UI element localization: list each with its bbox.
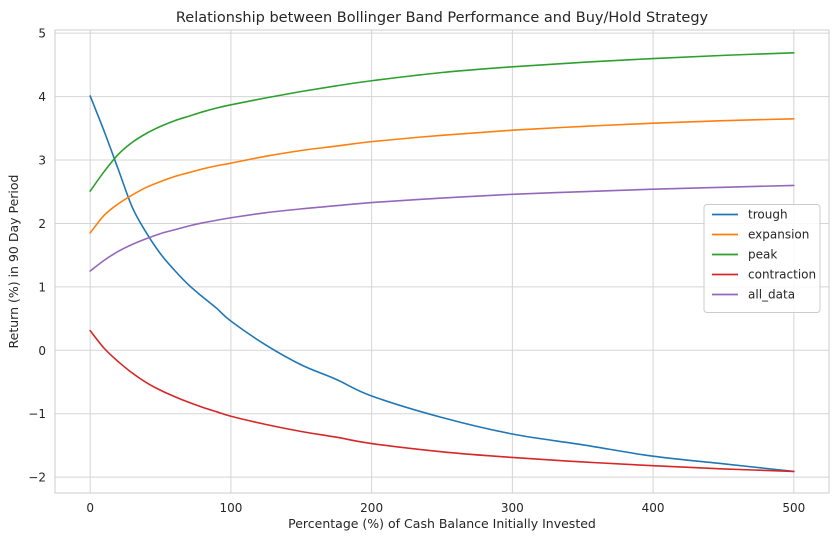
y-tick-label: 3 [38, 154, 46, 168]
legend-label: contraction [748, 268, 816, 282]
y-tick-label: 4 [38, 90, 46, 104]
series-line-peak [89, 52, 795, 192]
legend-label: trough [748, 208, 788, 222]
x-tick-label: 500 [782, 501, 805, 515]
y-axis-ticks: −2 −1 0 1 2 3 4 5 [28, 27, 46, 485]
x-axis-ticks: 0 100 200 300 400 500 [86, 501, 805, 515]
y-tick-label: 1 [38, 280, 46, 294]
x-tick-label: 200 [360, 501, 383, 515]
legend-box [703, 204, 821, 313]
series-lines [89, 52, 795, 473]
y-tick-label: −2 [28, 471, 46, 485]
grid-lines [55, 30, 829, 493]
y-axis-label: Return (%) in 90 Day Period [6, 175, 21, 349]
x-axis-label: Percentage (%) of Cash Balance Initially… [288, 516, 596, 531]
legend-label: peak [748, 248, 777, 262]
legend-label: all_data [748, 288, 795, 302]
series-line-expansion [89, 117, 795, 234]
y-tick-label: 2 [38, 217, 46, 231]
plot-area [54, 29, 830, 494]
series-line-all-data [89, 184, 795, 272]
x-tick-label: 100 [219, 501, 242, 515]
legend: trough expansion peak contraction all_data [703, 204, 821, 313]
y-tick-label: 0 [38, 344, 46, 358]
series-line-contraction [89, 329, 795, 473]
y-tick-label: −1 [28, 407, 46, 421]
plot-frame [54, 29, 830, 494]
chart-title: Relationship between Bollinger Band Perf… [176, 10, 709, 26]
legend-label: expansion [748, 228, 809, 242]
x-tick-label: 400 [642, 501, 665, 515]
x-tick-label: 0 [86, 501, 94, 515]
plot-background [55, 30, 829, 493]
series-line-trough [89, 95, 795, 473]
y-tick-label: 5 [38, 27, 46, 41]
x-tick-label: 300 [501, 501, 524, 515]
